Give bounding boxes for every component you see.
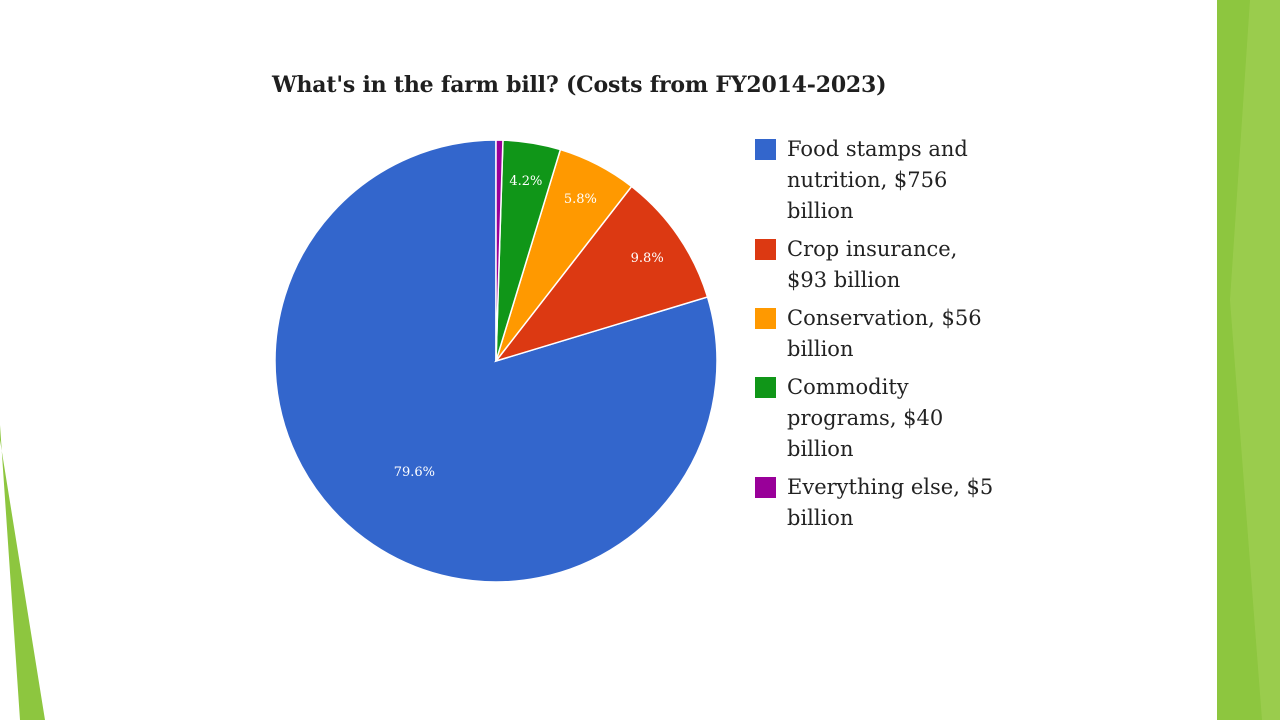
legend: Food stamps and nutrition, $756 billion C… bbox=[755, 134, 1015, 541]
legend-item-2: Conservation, $56 billion bbox=[755, 303, 1015, 365]
legend-label-0: Food stamps and nutrition, $756 billion bbox=[787, 137, 968, 223]
legend-swatch-4 bbox=[755, 477, 776, 498]
legend-item-4: Everything else, $5 billion bbox=[755, 472, 1015, 534]
legend-label-4: Everything else, $5 billion bbox=[787, 475, 994, 530]
right-accent-facet bbox=[1230, 0, 1280, 720]
legend-swatch-2 bbox=[755, 308, 776, 329]
pie-slice-label-2: 5.8% bbox=[564, 192, 597, 207]
legend-item-1: Crop insurance, $93 billion bbox=[755, 234, 1015, 296]
legend-swatch-0 bbox=[755, 139, 776, 160]
legend-swatch-3 bbox=[755, 377, 776, 398]
legend-label-3: Commodity programs, $40 billion bbox=[787, 375, 944, 461]
legend-swatch-1 bbox=[755, 239, 776, 260]
legend-item-3: Commodity programs, $40 billion bbox=[755, 372, 1015, 465]
legend-item-0: Food stamps and nutrition, $756 billion bbox=[755, 134, 1015, 227]
legend-label-1: Crop insurance, $93 billion bbox=[787, 237, 958, 292]
pie-slice-label-0: 79.6% bbox=[394, 465, 435, 480]
chart-title: What's in the farm bill? (Costs from FY2… bbox=[272, 72, 887, 98]
pie-slice-label-1: 9.8% bbox=[631, 251, 664, 266]
pie-slice-4 bbox=[495, 139, 504, 362]
legend-label-2: Conservation, $56 billion bbox=[787, 306, 982, 361]
left-accent-stripe bbox=[0, 425, 45, 720]
pie-slice-1 bbox=[493, 185, 709, 363]
pie-slice-label-3: 4.2% bbox=[509, 174, 542, 189]
